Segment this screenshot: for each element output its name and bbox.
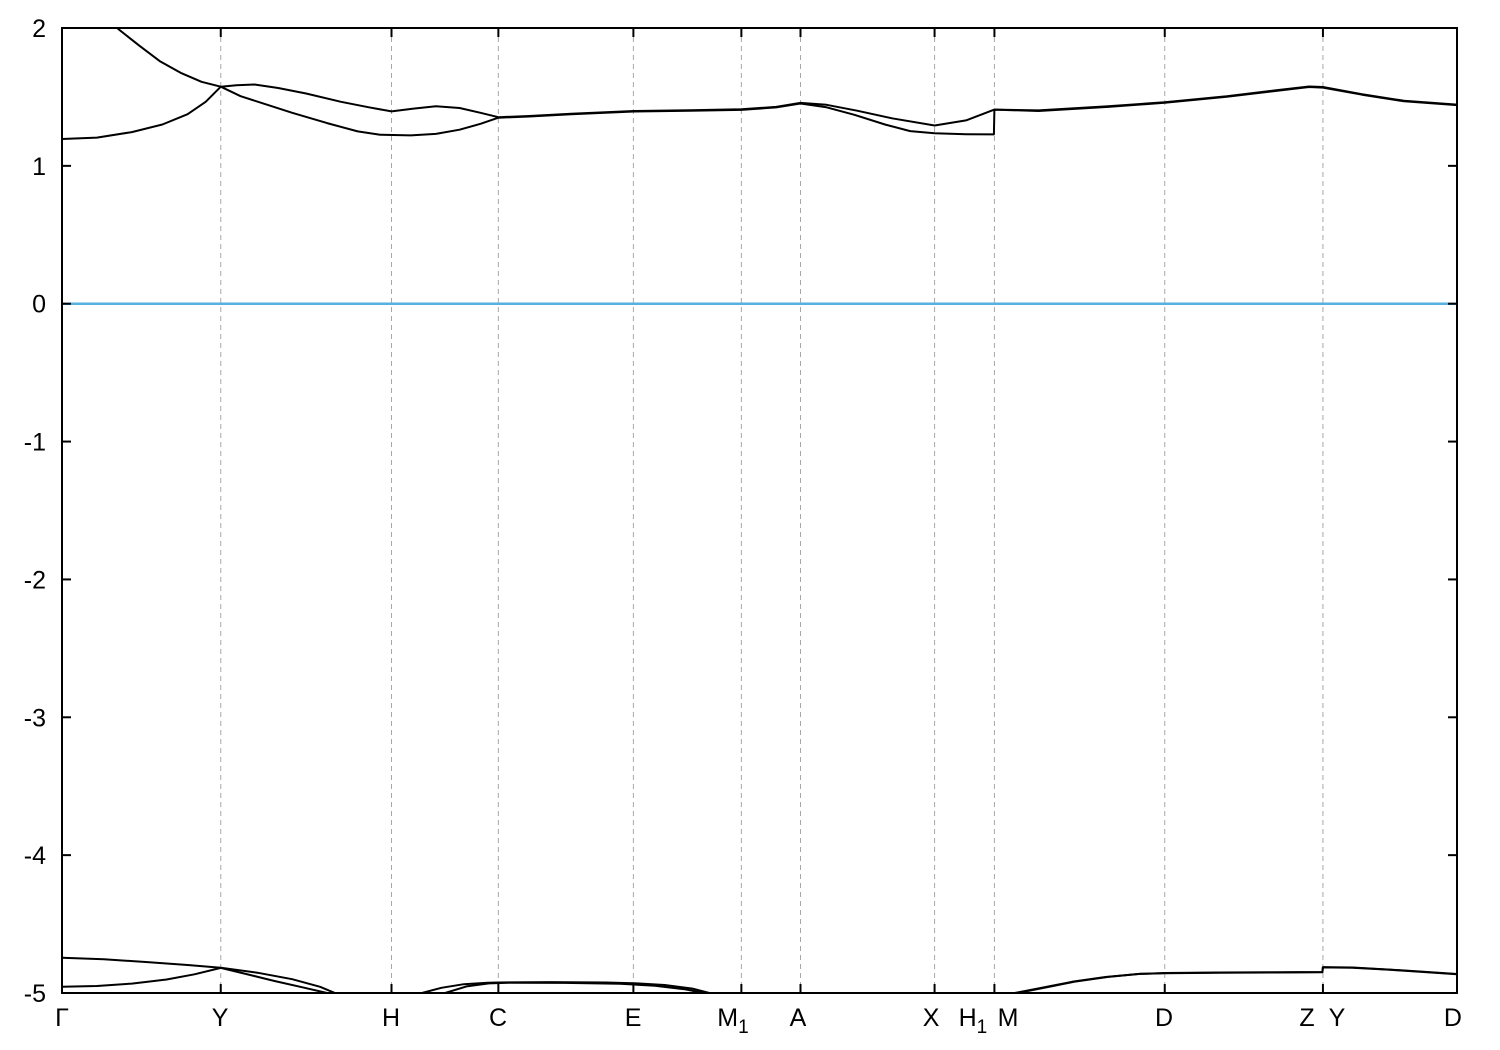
y-axis-tick-label: -5 [24,980,46,1008]
y-axis-tick-label: -3 [24,704,46,732]
kpoint-label: M1 [717,1004,748,1038]
y-axis-tick-label: -1 [24,429,46,457]
kpoint-label: Y [212,1004,229,1032]
valence-band-lower-curve [62,966,1457,993]
kpoint-label: Y [1329,1004,1346,1032]
kpoint-label: C [489,1004,507,1032]
conduction-band-lower-curve [62,85,1457,140]
y-axis-tick-label: 0 [32,291,46,319]
y-axis-tick-label: 2 [32,15,46,43]
kpoint-label: D [1155,1004,1173,1032]
kpoint-label: H1 [959,1004,988,1038]
kpoint-label: E [625,1004,642,1032]
kpoint-label: Z [1299,1004,1314,1032]
y-axis-tick-label: -2 [24,566,46,594]
y-axis-tick-label: -4 [24,842,46,870]
y-axis-tick-label: 1 [32,153,46,181]
plot-border [61,27,1458,994]
kpoint-label: M [998,1004,1019,1032]
kpoint-label: H [382,1004,400,1032]
kpoint-label: D [1444,1004,1462,1032]
kpoint-label: A [790,1004,807,1032]
kpoint-label: X [923,1004,940,1032]
kpoint-label: Γ [55,1004,69,1032]
